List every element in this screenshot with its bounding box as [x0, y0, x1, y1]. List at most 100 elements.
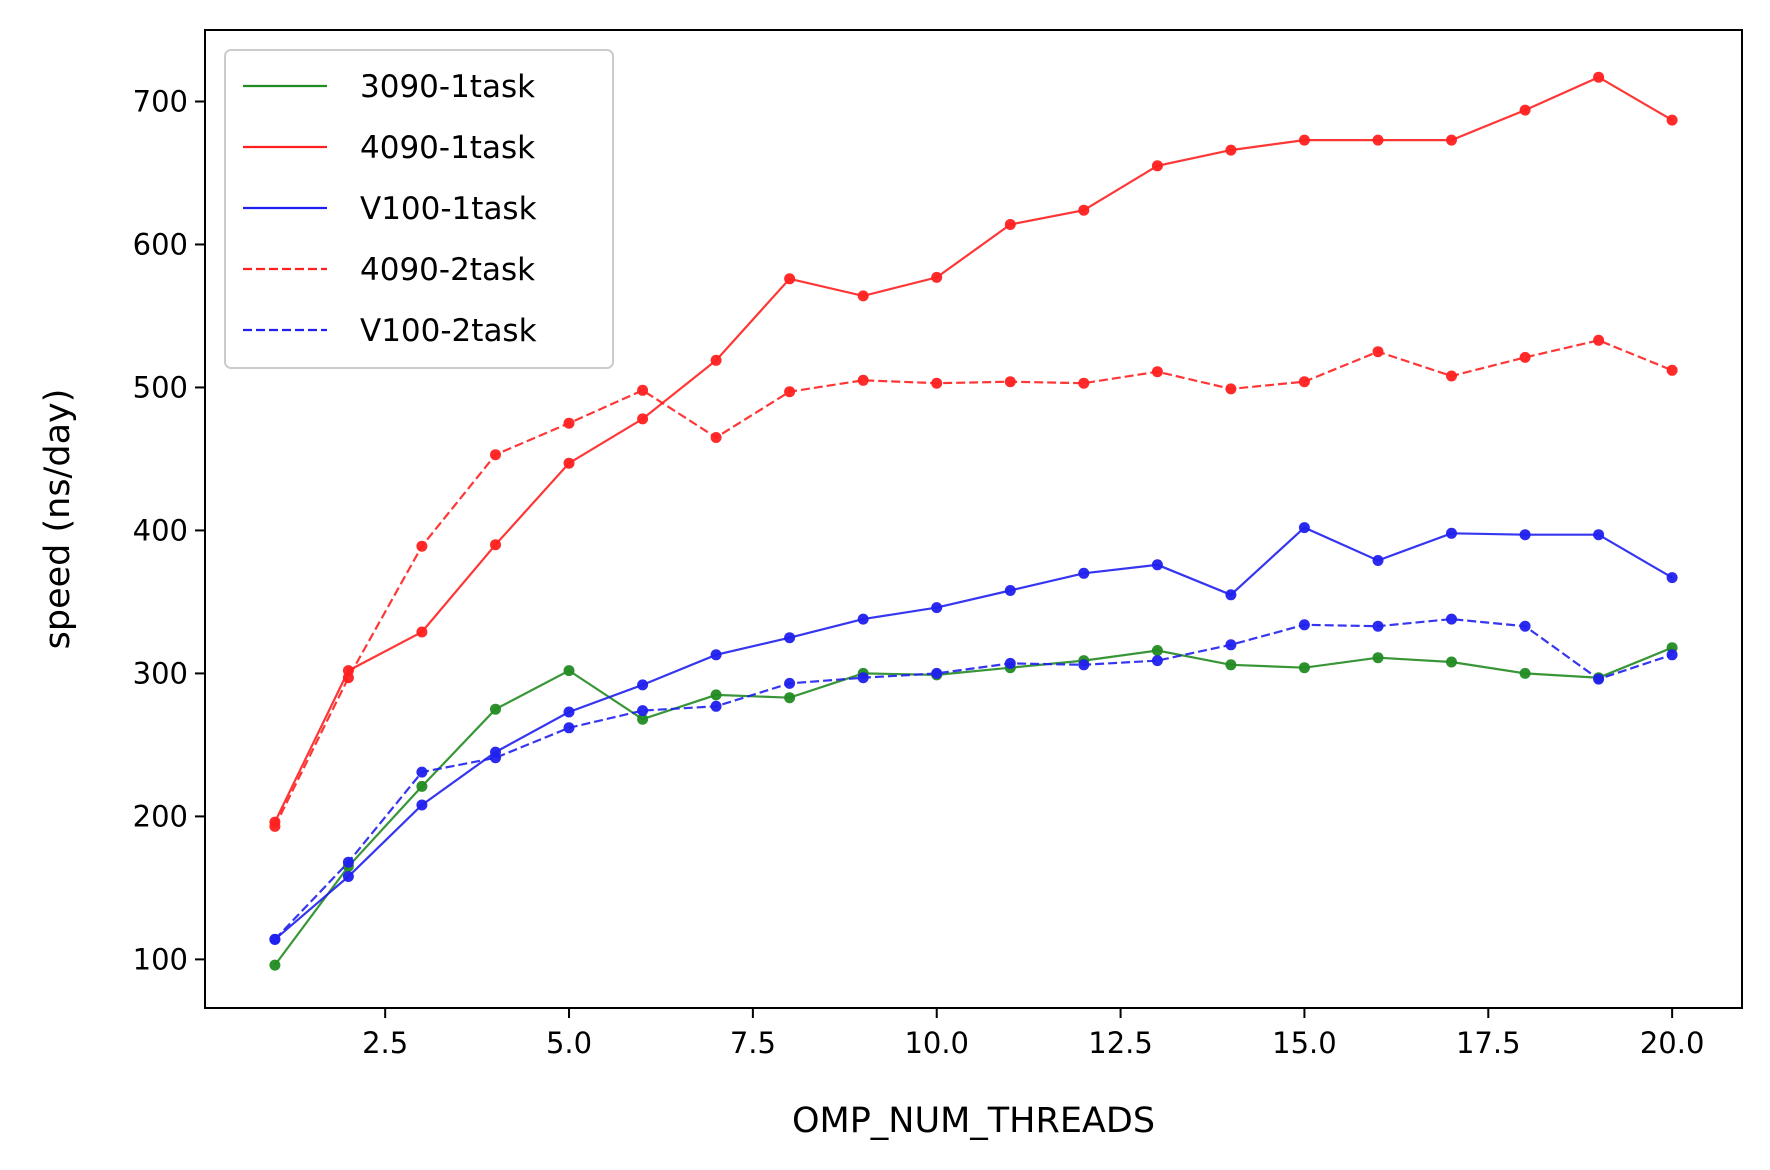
- x-tick-label: 7.5: [730, 1026, 776, 1060]
- data-point: [1004, 657, 1016, 669]
- data-point: [1151, 655, 1163, 667]
- x-tick-label: 10.0: [904, 1026, 969, 1060]
- data-point: [1078, 567, 1090, 579]
- data-point: [1593, 71, 1605, 83]
- data-point: [931, 667, 943, 679]
- data-point: [1372, 346, 1384, 358]
- data-point: [931, 377, 943, 389]
- legend-label: 4090-1task: [360, 130, 535, 166]
- data-point: [1151, 366, 1163, 378]
- data-point: [1225, 144, 1237, 156]
- data-point: [1519, 104, 1531, 116]
- legend-label: 3090-1task: [360, 69, 535, 105]
- legend-entry: 3090-1task: [243, 69, 535, 105]
- data-point: [637, 713, 649, 725]
- legend-entry: 4090-2task: [243, 252, 535, 288]
- x-tick-label: 20.0: [1640, 1026, 1705, 1060]
- series-line: [273, 339, 1673, 827]
- y-tick-label: 500: [133, 370, 188, 404]
- data-point: [710, 432, 722, 443]
- y-tick-label: 700: [133, 84, 188, 118]
- data-point: [710, 354, 722, 366]
- data-point: [1593, 673, 1605, 685]
- data-point: [1666, 114, 1678, 126]
- data-point: [1446, 134, 1457, 146]
- series-V100-2task: [269, 613, 1678, 945]
- data-point: [1372, 555, 1384, 566]
- data-point: [416, 766, 428, 778]
- legend-entry: 4090-1task: [243, 130, 535, 166]
- series-line: [274, 646, 1673, 966]
- data-point: [1446, 370, 1457, 382]
- data-point: [1078, 204, 1090, 216]
- data-point: [1298, 376, 1310, 388]
- data-point: [1593, 529, 1605, 541]
- data-point: [416, 540, 428, 552]
- data-point: [637, 705, 649, 717]
- data-point: [1519, 667, 1531, 679]
- data-point: [269, 820, 281, 832]
- data-point: [784, 677, 796, 689]
- data-point: [1151, 160, 1163, 172]
- data-point: [342, 871, 354, 882]
- data-point: [931, 602, 943, 614]
- data-point: [637, 384, 649, 396]
- legend-label: 4090-2task: [360, 252, 535, 288]
- data-point: [1225, 639, 1237, 651]
- x-tick-label: 17.5: [1456, 1026, 1521, 1060]
- y-tick-label: 600: [133, 227, 188, 261]
- data-point: [1593, 334, 1605, 346]
- series-layer: [269, 71, 1678, 971]
- series-line: [274, 526, 1673, 941]
- series-4090-1task: [269, 71, 1678, 828]
- data-point: [490, 539, 501, 551]
- data-point: [637, 413, 649, 425]
- data-point: [1078, 377, 1090, 389]
- data-point: [1519, 351, 1531, 363]
- data-point: [342, 672, 354, 684]
- y-tick-label: 200: [133, 799, 188, 833]
- y-tick-label: 400: [133, 513, 188, 547]
- data-point: [857, 374, 869, 386]
- data-point: [490, 703, 501, 715]
- data-point: [1446, 613, 1457, 625]
- data-point: [1298, 522, 1310, 534]
- data-point: [784, 692, 796, 704]
- legend-entry: V100-2task: [243, 313, 537, 349]
- data-point: [1372, 620, 1384, 632]
- series-3090-1task: [269, 642, 1678, 971]
- x-tick-label: 15.0: [1272, 1026, 1337, 1060]
- data-point: [1151, 645, 1163, 656]
- y-tick-label: 300: [133, 656, 188, 690]
- data-point: [857, 290, 869, 302]
- ticks-layer: 2.5 5.0 7.5 10.0 12.5 15.0 17.5 20.0 100 200 300 40…: [133, 84, 1705, 1060]
- data-point: [931, 271, 943, 283]
- data-point: [1225, 589, 1237, 601]
- data-point: [563, 722, 575, 734]
- data-point: [416, 780, 428, 792]
- plot-frame: [204, 29, 1743, 1009]
- data-point: [1298, 134, 1310, 146]
- legend: 3090-1task 4090-1task V100-1task 4090-2task…: [224, 49, 614, 369]
- data-point: [784, 632, 796, 644]
- x-tick-label: 2.5: [362, 1026, 408, 1060]
- data-point: [710, 649, 722, 661]
- data-point: [1446, 656, 1457, 668]
- data-point: [1004, 376, 1016, 388]
- data-point: [1666, 649, 1678, 661]
- x-tick-label: 5.0: [546, 1026, 592, 1060]
- data-point: [1372, 134, 1384, 146]
- data-point: [490, 449, 501, 461]
- data-point: [1666, 364, 1678, 376]
- legend-label: V100-1task: [360, 191, 537, 227]
- data-point: [1519, 620, 1531, 632]
- data-point: [563, 457, 575, 469]
- data-point: [1298, 619, 1310, 631]
- data-point: [1225, 659, 1237, 671]
- data-point: [1446, 527, 1457, 539]
- series-line: [273, 75, 1673, 823]
- data-point: [1078, 659, 1090, 671]
- data-point: [563, 706, 575, 718]
- data-point: [1151, 559, 1163, 571]
